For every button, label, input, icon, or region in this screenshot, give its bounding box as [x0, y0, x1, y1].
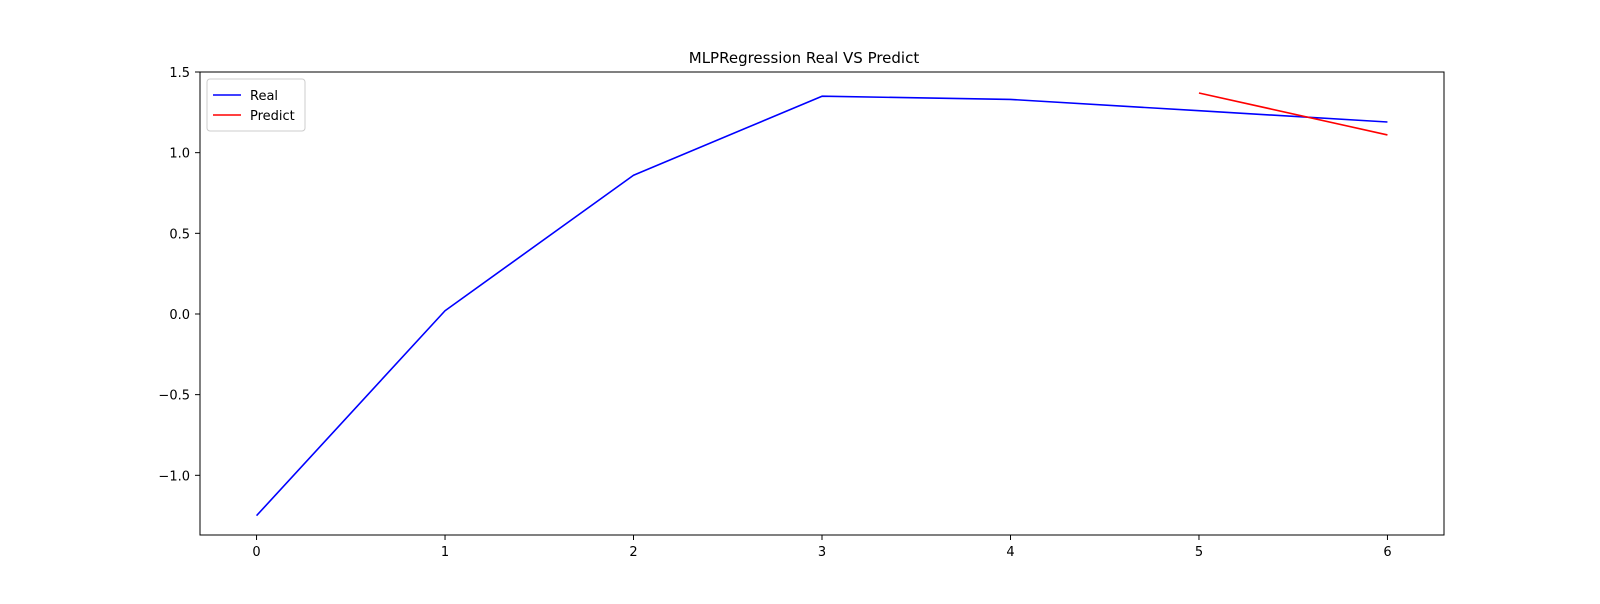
x-tick-label: 6 [1383, 545, 1391, 560]
series-line-real [255, 95, 1388, 517]
legend-box [206, 78, 306, 132]
y-tick-label: −1.0 [158, 469, 190, 484]
x-tick-label: 1 [441, 545, 449, 560]
x-tick-label: 2 [629, 545, 637, 560]
legend-label-real: Real [250, 89, 278, 104]
y-tick-label: 0.5 [169, 227, 190, 242]
series-layer [255, 92, 1388, 517]
x-tick-label: 0 [252, 545, 260, 560]
chart-title: MLPRegression Real VS Predict [689, 49, 920, 67]
x-tick-label: 5 [1195, 545, 1203, 560]
y-tick-label: 1.0 [169, 147, 190, 162]
plot-frame [199, 71, 1445, 536]
y-tick-label: 1.5 [169, 66, 190, 81]
y-tick-label: −0.5 [158, 389, 190, 404]
y-axis: −1.0 −0.5 0.0 0.5 1.0 1.5 [158, 66, 200, 484]
series-line-predict [1198, 92, 1388, 136]
legend-label-predict: Predict [250, 109, 295, 124]
legend: Real Predict [206, 78, 306, 132]
y-tick-label: 0.0 [169, 308, 190, 323]
x-axis: 0 1 2 3 4 5 6 [252, 535, 1392, 560]
plot-area [199, 71, 1445, 536]
x-tick-label: 4 [1006, 545, 1014, 560]
x-tick-label: 3 [818, 545, 826, 560]
